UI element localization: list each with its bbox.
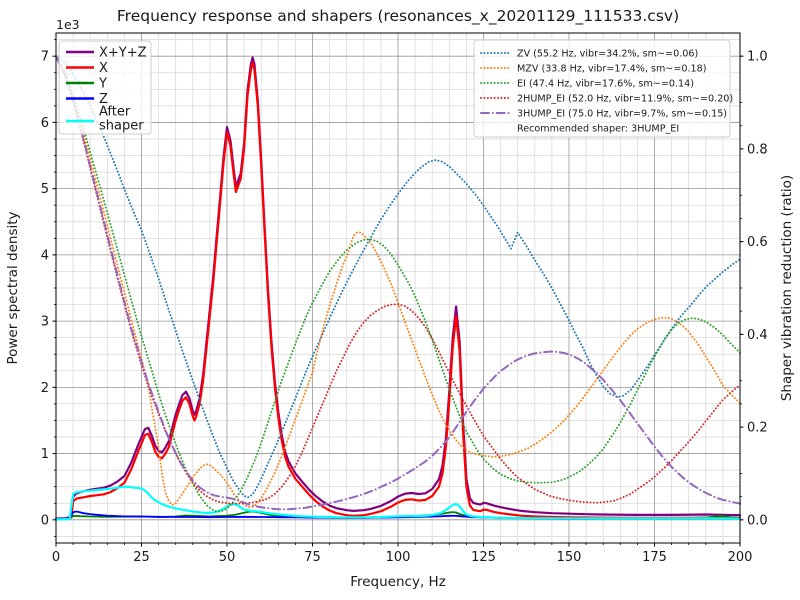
y-right-tick-label: 0.8 — [747, 142, 768, 157]
y-left-tick-label: 7 — [41, 50, 49, 65]
y-axis-label-right: Shaper vibration reduction (ratio) — [779, 175, 795, 401]
y-axis-label-left: Power spectral density — [5, 211, 21, 364]
y-axis-offset-label: 1e3 — [56, 17, 80, 32]
y-left-tick-label: 3 — [41, 315, 49, 330]
y-left-tick-label: 5 — [41, 182, 49, 197]
legend-label: X+Y+Z — [99, 45, 147, 60]
x-tick-label: 175 — [642, 550, 667, 565]
legend-item-zv: ZV (55.2 Hz, vibr=34.2%, sm~=0.06) — [480, 49, 698, 60]
x-tick-label: 150 — [557, 550, 582, 565]
legend-label: Z — [99, 92, 108, 107]
legend-label: 3HUMP_EI (75.0 Hz, vibr=9.7%, sm~=0.15) — [517, 109, 727, 120]
legend-item-x-y-z: X+Y+Z — [66, 45, 147, 60]
series-x — [54, 61, 742, 521]
shaper-series-group — [55, 55, 741, 513]
x-axis-label: Frequency, Hz — [350, 574, 446, 590]
y-left-tick-label: 6 — [41, 116, 49, 131]
legend-shapers: ZV (55.2 Hz, vibr=34.2%, sm~=0.06) MZV (3… — [473, 39, 733, 138]
chart-title: Frequency response and shapers (resonanc… — [117, 7, 679, 26]
legend-label: shaper — [99, 119, 144, 134]
series-3hump-ei — [55, 55, 741, 511]
tick-marks-and-labels: 0 25 50 75 100 125 150 175 200 0 1 2 3 4 5 6 7 0.0 0.2 0.4 0… — [41, 39, 768, 565]
series-zv — [55, 55, 741, 499]
y-right-tick-label: 0.6 — [747, 235, 768, 250]
series-after-shaper — [54, 485, 742, 521]
x-tick-label: 125 — [471, 550, 496, 565]
legend-item-z: Z — [66, 92, 108, 107]
legend-item-y: Y — [66, 76, 107, 91]
series-ei — [55, 55, 741, 513]
y-right-tick-label: 0.2 — [747, 421, 768, 436]
y-right-tick-label: 0.0 — [747, 513, 768, 528]
y-left-tick-label: 1 — [41, 447, 49, 462]
legend-label: Y — [98, 76, 107, 91]
series-mzv — [55, 55, 741, 509]
y-left-tick-label: 0 — [41, 513, 49, 528]
legend-label: ZV (55.2 Hz, vibr=34.2%, sm~=0.06) — [517, 49, 698, 60]
legend-note: Recommended shaper: 3HUMP_EI — [517, 124, 679, 135]
legend-item-2hump-ei: 2HUMP_EI (52.0 Hz, vibr=11.9%, sm~=0.20) — [480, 94, 733, 105]
legend-label: X — [99, 61, 108, 76]
x-tick-label: 25 — [133, 550, 150, 565]
legend-label: MZV (33.8 Hz, vibr=17.4%, sm~=0.18) — [517, 64, 706, 75]
legend-item-mzv: MZV (33.8 Hz, vibr=17.4%, sm~=0.18) — [480, 64, 706, 75]
x-tick-label: 0 — [52, 550, 60, 565]
x-tick-label: 50 — [219, 550, 236, 565]
y-right-tick-label: 1.0 — [747, 50, 768, 65]
x-tick-label: 75 — [304, 550, 321, 565]
y-left-tick-label: 2 — [41, 381, 49, 396]
legend-label: After — [99, 105, 131, 120]
legend-label: EI (47.4 Hz, vibr=17.6%, sm~=0.14) — [517, 79, 694, 90]
legend-label: 2HUMP_EI (52.0 Hz, vibr=11.9%, sm~=0.20) — [517, 94, 733, 105]
psd-series-group — [54, 56, 742, 521]
legend-item-3hump-ei: 3HUMP_EI (75.0 Hz, vibr=9.7%, sm~=0.15) — [480, 109, 727, 120]
y-left-tick-label: 4 — [41, 248, 49, 263]
legend-item-ei: EI (47.4 Hz, vibr=17.6%, sm~=0.14) — [480, 79, 694, 90]
y-right-tick-label: 0.4 — [747, 328, 768, 343]
x-tick-label: 200 — [728, 550, 753, 565]
legend-item-x: X — [66, 61, 108, 76]
x-tick-label: 100 — [386, 550, 411, 565]
